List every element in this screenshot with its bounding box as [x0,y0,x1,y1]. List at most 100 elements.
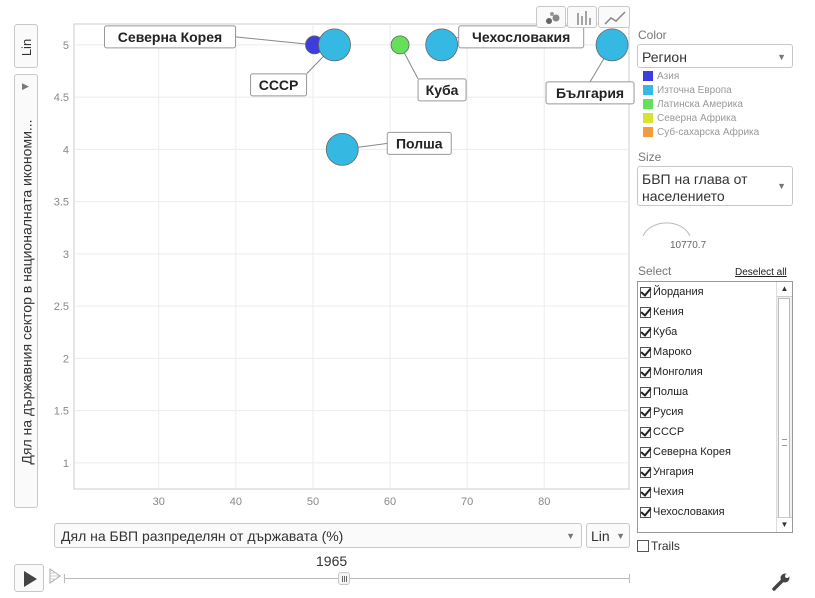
select-checkbox[interactable] [640,286,651,298]
y-tick-label: 1 [63,458,69,470]
speed-control[interactable] [48,566,64,586]
play-icon [24,571,37,587]
bubble-label-box[interactable] [458,25,585,49]
bubble-label: Чехословакия [472,29,570,45]
speed-icon [49,568,61,584]
select-title: Select [638,264,672,278]
legend-swatch [643,71,653,81]
trails-toggle[interactable]: Trails [637,539,680,553]
select-list-item[interactable]: Йордания [638,282,778,302]
deselect-all-link[interactable]: Deselect all [735,267,787,278]
bubble[interactable] [318,28,351,62]
settings-button[interactable] [770,572,792,592]
select-list-item[interactable]: Чехия [638,482,778,502]
bubble-label: Куба [426,82,459,98]
bar-chart-tab[interactable] [567,6,597,28]
x-axis-dropdown-arrow: ▼ [566,531,575,541]
legend-item[interactable]: Северна Африка [643,111,793,125]
bubble-label-box[interactable] [386,131,452,155]
bubble-chart-tab[interactable] [536,6,566,28]
select-checkbox[interactable] [640,426,651,438]
select-checkbox[interactable] [640,306,651,318]
select-items: Йордания Кения Куба Мароко Монголия Полша Руси… [638,282,778,522]
select-item-label: СССР [653,426,685,438]
select-item-label: Куба [653,326,678,338]
select-list-item[interactable]: СССР [638,422,778,442]
select-item-label: Чехия [653,486,684,498]
color-selected: Регион [642,49,687,65]
color-legend: Азия Източна Европа Латинска Америка Северн… [643,69,793,139]
bubble-label-box[interactable] [250,73,308,97]
select-checkbox[interactable] [640,406,651,418]
bar-chart-icon [577,11,591,25]
select-checkbox[interactable] [640,486,651,498]
x-tick-label: 40 [230,496,242,508]
select-scrollbar[interactable]: ▲ ▼ [776,282,792,532]
select-checkbox[interactable] [640,326,651,338]
play-button[interactable] [14,564,44,592]
legend-item[interactable]: Азия [643,69,793,83]
select-list-item[interactable]: Русия [638,402,778,422]
select-list-item[interactable]: Северна Корея [638,442,778,462]
select-checkbox[interactable] [640,366,651,378]
select-checkbox[interactable] [640,466,651,478]
y-scale-selector[interactable]: Lin [14,24,38,68]
select-list-item[interactable]: Мароко [638,342,778,362]
select-item-label: Мароко [653,346,692,358]
select-checkbox[interactable] [640,346,651,358]
y-axis-dropdown-arrow: ▶ [22,81,29,91]
size-gauge [642,222,691,237]
y-tick-label: 2.5 [54,301,69,313]
legend-item[interactable]: Източна Европа [643,83,793,97]
tick-labels: 30 40 50 60 70 80 1 1.5 2 2.5 3 3.5 4 4.5 5 [54,40,551,508]
bubble-label: СССР [259,77,299,93]
y-tick-label: 3 [63,249,69,261]
y-tick-label: 3.5 [54,197,69,209]
bubble-chart-icon [546,12,560,24]
legend-item[interactable]: Латинска Америка [643,97,793,111]
select-list-item[interactable]: Кения [638,302,778,322]
size-title: Size [638,150,662,164]
trails-label: Trails [651,539,680,553]
line-chart-icon [604,11,626,25]
select-list-item[interactable]: Унгария [638,462,778,482]
timeline-year: 1965 [316,553,348,569]
x-axis-selector[interactable]: Дял на БВП разпределян от държавата (%) … [54,523,582,548]
select-list-item[interactable]: Куба [638,322,778,342]
bubble-label: Полша [396,135,443,151]
select-checkbox[interactable] [640,386,651,398]
bubble-label-box[interactable] [545,81,635,105]
x-scale-dropdown-arrow: ▼ [616,531,625,541]
select-list-item[interactable]: Чехословакия [638,502,778,522]
select-item-label: Кения [653,306,684,318]
bubble-label-box[interactable] [104,25,236,49]
bubble[interactable] [390,35,410,55]
select-item-label: Чехословакия [653,506,725,518]
legend-swatch [643,85,653,95]
bubble[interactable] [595,28,629,62]
x-tick-label: 80 [538,496,550,508]
select-list-item[interactable]: Монголия [638,362,778,382]
timeline-handle[interactable] [338,572,351,585]
y-axis-selector[interactable]: ▶ Дял на държавния сектор в националната… [14,74,38,508]
y-tick-label: 1.5 [54,406,69,418]
x-scale-selector[interactable]: Lin ▼ [586,523,630,548]
color-selector[interactable]: Регион ▼ [637,44,793,68]
legend-label: Източна Европа [657,84,732,96]
select-list-item[interactable]: Полша [638,382,778,402]
select-checkbox[interactable] [640,506,651,518]
select-checkbox[interactable] [640,446,651,458]
bubble[interactable] [425,28,459,62]
legend-item[interactable]: Суб-сахарска Африка [643,125,793,139]
size-selector[interactable]: БВП на глава от населението ▼ [637,166,793,206]
legend-label: Азия [657,70,680,82]
trails-checkbox[interactable] [637,540,649,552]
line-chart-tab[interactable] [598,6,630,28]
x-tick-label: 30 [153,496,165,508]
scroll-down-arrow[interactable]: ▼ [777,517,792,532]
bubble-label-box[interactable] [417,78,467,102]
scroll-thumb[interactable] [778,298,790,518]
scroll-up-arrow[interactable]: ▲ [777,282,792,297]
bubble[interactable] [325,132,359,166]
wrench-icon [772,573,790,591]
